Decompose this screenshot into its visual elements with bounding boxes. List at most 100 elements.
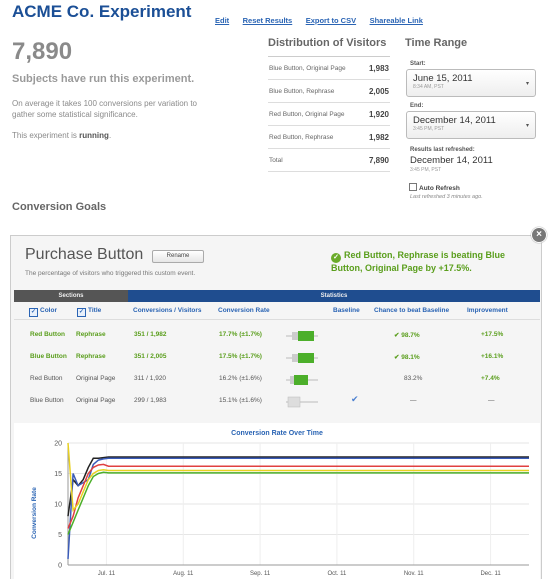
chart-title: Conversion Rate Over Time xyxy=(231,430,323,437)
check-icon: ✔ xyxy=(394,332,400,339)
rate-boxplot xyxy=(284,396,320,408)
shareable-link[interactable]: Shareable Link xyxy=(369,16,423,25)
chart-y-axis-label: Conversion Rate xyxy=(31,487,38,539)
series-line xyxy=(67,442,529,513)
y-tick-label: 5 xyxy=(58,532,62,539)
running-status: This experiment is running. xyxy=(12,131,111,140)
distribution-total-row: Total 7,890 xyxy=(268,148,390,172)
x-tick-label: Nov. 11 xyxy=(404,571,424,577)
y-tick-label: 0 xyxy=(58,563,62,570)
distribution-row: Blue Button, Rephrase 2,005 xyxy=(268,79,390,103)
running-state: running xyxy=(79,131,109,140)
chart-series-group xyxy=(67,442,529,559)
distribution-label: Red Button, Original Page xyxy=(268,102,364,126)
distribution-label: Total xyxy=(268,148,364,172)
chance-column-header: Chance to beat Baseline xyxy=(374,307,450,314)
winner-message: ✓ Red Button, Rephrase is beating Blue Bu… xyxy=(331,250,531,274)
chevron-down-icon: ▾ xyxy=(525,123,529,129)
check-icon: ✔ xyxy=(394,354,400,361)
row-conversions: 311 / 1,920 xyxy=(134,375,167,382)
statistics-header: Statistics xyxy=(128,290,540,302)
end-date: December 14, 2011 xyxy=(413,115,496,126)
rate-boxplot xyxy=(284,374,320,386)
sections-header: Sections xyxy=(14,290,128,302)
x-tick-label: Sep. 11 xyxy=(250,571,271,577)
running-suffix: . xyxy=(108,131,112,140)
distribution-value: 7,890 xyxy=(363,148,390,172)
series-line xyxy=(67,463,529,529)
checkbox-icon[interactable]: ✓ xyxy=(77,308,86,317)
last-refreshed-note: Last refreshed 3 minutes ago. xyxy=(410,194,483,200)
chevron-down-icon: ▾ xyxy=(525,81,529,87)
y-tick-label: 15 xyxy=(54,471,62,478)
distribution-label: Red Button, Rephrase xyxy=(268,125,364,149)
distribution-label: Blue Button, Original Page xyxy=(268,56,364,80)
x-tick-label: Dec. 11 xyxy=(480,571,501,577)
goal-name: Purchase Button xyxy=(25,246,144,263)
title-column-label: Title xyxy=(88,307,102,314)
chart-svg: Conversion Rate Over Time Conversion Rat… xyxy=(31,430,529,577)
total-subjects: 7,890 xyxy=(12,38,73,65)
start-date-dropdown[interactable]: June 15, 2011 8:34 AM, PST ▾ xyxy=(406,69,536,97)
distribution-title: Distribution of Visitors xyxy=(268,37,387,49)
edit-link[interactable]: Edit xyxy=(215,16,230,25)
distribution-row: Blue Button, Original Page 1,983 xyxy=(268,56,390,80)
row-chance-value: 98.7% xyxy=(401,332,420,339)
conversion-goals-title: Conversion Goals xyxy=(12,201,107,213)
row-chance-value: 98.1% xyxy=(401,354,420,361)
row-chance: 83.2% xyxy=(404,375,423,382)
x-tick-label: Jul. 11 xyxy=(98,571,116,577)
refreshed-date: December 14, 2011 xyxy=(410,155,493,166)
refreshed-time: 3:45 PM, PST xyxy=(410,167,442,173)
start-time: 8:34 AM, PST xyxy=(413,84,444,90)
row-rate: 17.5% (±1.7%) xyxy=(219,353,262,360)
distribution-value: 1,920 xyxy=(363,102,390,126)
color-column-header[interactable]: ✓ Color xyxy=(29,307,57,317)
series-line xyxy=(67,471,529,535)
row-title: Original Page xyxy=(76,375,116,382)
series-line xyxy=(67,456,529,517)
row-title: Original Page xyxy=(76,397,116,404)
distribution-label: Blue Button, Rephrase xyxy=(268,79,364,103)
baseline-check-icon: ✔ xyxy=(351,394,359,404)
x-tick-label: Oct. 11 xyxy=(327,571,347,577)
reset-results-link[interactable]: Reset Results xyxy=(242,16,293,25)
table-row: Red Button Rephrase 351 / 1,982 17.7% (±… xyxy=(14,325,540,347)
winner-text: Red Button, Rephrase is beating Blue But… xyxy=(331,250,506,273)
row-conversions: 351 / 2,005 xyxy=(134,353,167,360)
row-color: Blue Button xyxy=(30,353,67,360)
end-date-dropdown[interactable]: December 14, 2011 3:45 PM, PST ▾ xyxy=(406,111,536,139)
page-title: ACME Co. Experiment xyxy=(12,2,192,21)
row-conversions: 299 / 1,983 xyxy=(134,397,167,404)
rate-boxplot xyxy=(284,330,320,342)
baseline-column-header: Baseline xyxy=(333,307,360,314)
end-time: 3:45 PM, PST xyxy=(413,126,445,132)
distribution-table: Blue Button, Original Page 1,983 Blue But… xyxy=(268,56,390,172)
auto-refresh-checkbox[interactable] xyxy=(409,183,417,191)
table-row: Red Button Original Page 311 / 1,920 16.… xyxy=(14,369,540,391)
title-column-header[interactable]: ✓ Title xyxy=(77,307,101,317)
auto-refresh-toggle[interactable]: Auto Refresh xyxy=(409,183,460,192)
row-improvement: — xyxy=(488,397,495,404)
goal-panel: Purchase Button Rename The percentage of… xyxy=(10,235,542,580)
rename-button[interactable]: Rename xyxy=(152,250,204,263)
distribution-row: Red Button, Original Page 1,920 xyxy=(268,102,390,126)
row-rate: 16.2% (±1.6%) xyxy=(219,375,262,382)
rate-boxplot xyxy=(284,352,320,364)
row-improvement: +17.5% xyxy=(481,331,504,338)
start-label: Start: xyxy=(410,61,426,67)
running-prefix: This experiment is xyxy=(12,131,77,140)
goal-description: The percentage of visitors who triggered… xyxy=(25,270,196,277)
row-title: Rephrase xyxy=(76,353,106,360)
rate-column-header: Conversion Rate xyxy=(218,307,270,314)
close-icon[interactable]: × xyxy=(531,227,547,243)
chart-grid: 0 5 10 15 20 Jul. 11 Aug. 11 Sep. 11 Oct. 11 Nov.… xyxy=(54,441,529,577)
checkbox-icon[interactable]: ✓ xyxy=(29,308,38,317)
export-csv-link[interactable]: Export to CSV xyxy=(305,16,357,25)
improvement-column-header: Improvement xyxy=(467,307,508,314)
series-line xyxy=(67,457,529,559)
row-rate: 17.7% (±1.7%) xyxy=(219,331,262,338)
conversion-chart: Conversion Rate Over Time Conversion Rat… xyxy=(14,423,540,580)
distribution-row: Red Button, Rephrase 1,982 xyxy=(268,125,390,149)
average-note: On average it takes 100 conversions per … xyxy=(12,99,197,119)
